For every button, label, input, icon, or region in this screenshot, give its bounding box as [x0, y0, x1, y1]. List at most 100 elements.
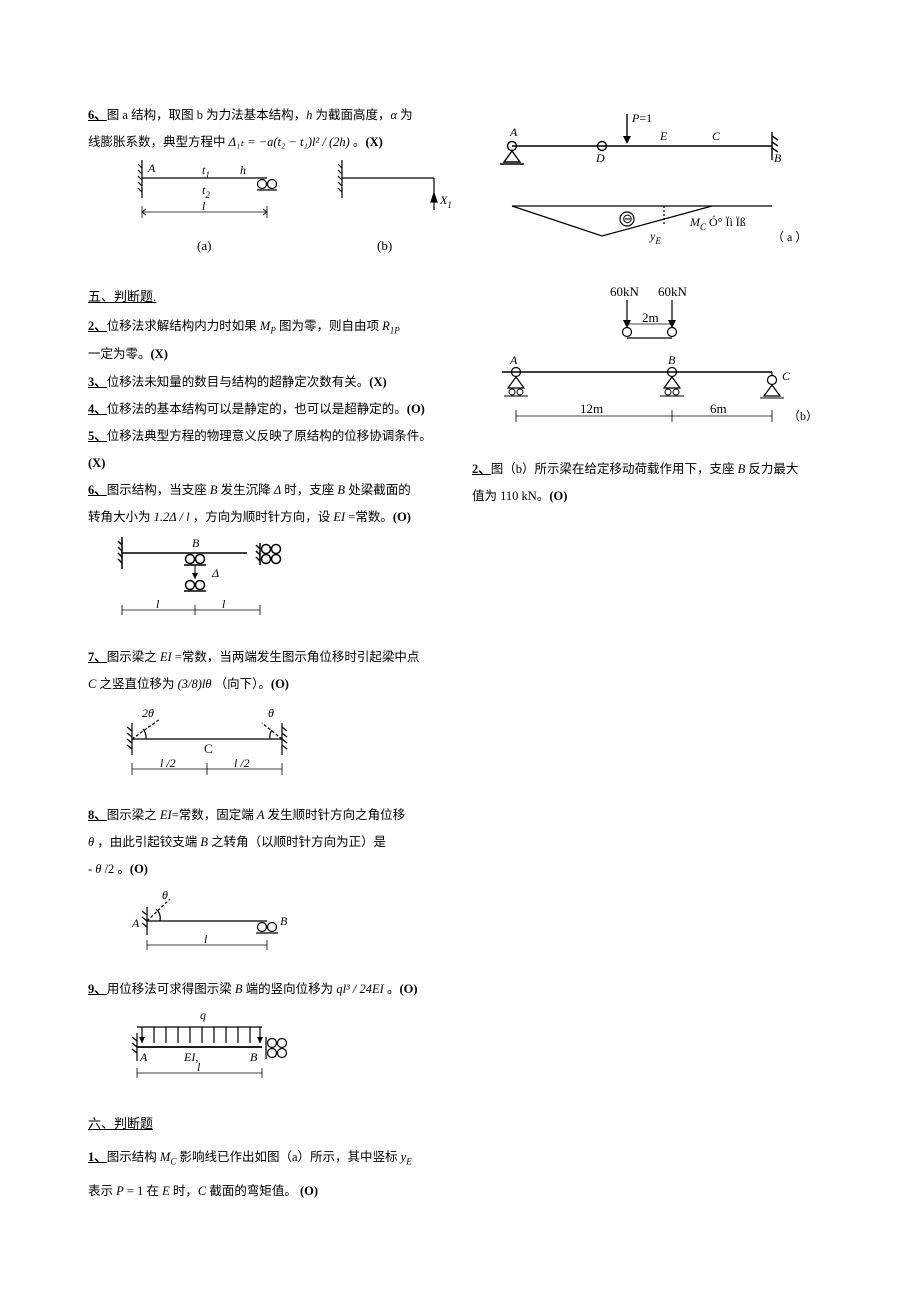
- figB-12m: 12m: [580, 401, 603, 416]
- q5-9-f: ql³ / 24EI: [336, 982, 384, 996]
- q5-2-num: 2、: [88, 319, 107, 333]
- q5-9: 9、用位移法可求得图示梁 B 端的竖向位移为 ql³ / 24EI 。(O): [88, 978, 448, 1001]
- fig1-X1s: 1: [447, 200, 452, 210]
- figB-6m: 6m: [710, 401, 727, 416]
- q6-1-s2: E: [406, 1157, 412, 1167]
- q5-8-B: B: [200, 835, 208, 849]
- fig1-l: l: [202, 199, 206, 213]
- fig4-th: θ: [162, 888, 168, 902]
- q6-num: 6、: [88, 108, 107, 122]
- figA-A: A: [509, 125, 518, 139]
- qr-2-num: 2、: [472, 462, 491, 476]
- figure-3: 2θ θ C l /2 l /2: [112, 703, 448, 788]
- q5-8-l2b: 之转角（以顺时针方向为正）是: [208, 835, 386, 849]
- fig4-l: l: [204, 932, 208, 946]
- figure-4: θ A B l: [112, 887, 448, 962]
- figB-B: B: [668, 353, 676, 367]
- q5-2-m: 图为零，则自由项: [276, 319, 382, 333]
- q6-t2: 为截面高度，: [312, 108, 390, 122]
- q5-6-B2: B: [337, 483, 345, 497]
- fig1-h: h: [240, 163, 246, 177]
- figA-cap: （ a ）: [772, 230, 807, 244]
- q5-8-num: 8、: [88, 808, 107, 822]
- q5-6-m2: 时，支座: [281, 483, 337, 497]
- q5-5-num: 5、: [88, 429, 107, 443]
- q5-6-f: 1.2Δ / l: [154, 510, 190, 524]
- section-5-title: 五、判断题.: [88, 286, 448, 305]
- qr-2-ans: (O): [549, 489, 567, 503]
- figure-2: B Δ l l: [112, 535, 448, 630]
- q5-8-t: 图示梁之: [107, 808, 160, 822]
- q5-8c: - θ /2 。(O): [88, 858, 448, 881]
- qr-2-t: 图（b）所示梁在给定移动荷载作用下，支座: [491, 462, 738, 476]
- q5-2-s2: 1P: [390, 326, 400, 336]
- q5-2-ans: (X): [151, 347, 168, 361]
- q5-7-l2b: 之竖直位移为: [96, 677, 177, 691]
- fig3-C: C: [204, 741, 213, 756]
- fig2-l1: l: [156, 597, 160, 611]
- figure-5: q A EI, B l: [112, 1007, 448, 1097]
- q5-7-EI: EI: [160, 650, 172, 664]
- q5-6-t: 图示结构，当支座: [107, 483, 210, 497]
- svg-text:P=1: P=1: [631, 111, 652, 125]
- figure-a-right: A P=1 E C B D ⊖ yE MC Ó° Ïì Ïß （ a ）: [472, 106, 832, 266]
- figB-60b: 60kN: [658, 284, 688, 299]
- q5-8-l3b: /2 。: [101, 862, 129, 876]
- qr-2b: 值为 110 kN。(O): [472, 485, 832, 508]
- fig5-q: q: [200, 1008, 206, 1022]
- figA-E: E: [659, 129, 668, 143]
- q6-1-E: E: [162, 1184, 170, 1198]
- figA-B: B: [774, 151, 782, 165]
- fig1-t2s: 2: [205, 190, 210, 200]
- fig2-l2: l: [222, 597, 226, 611]
- q6-1-v: M: [160, 1150, 170, 1164]
- q5-7-f: (3/8)lθ: [178, 677, 212, 691]
- svg-text:yE: yE: [649, 229, 661, 246]
- fig5-B: B: [250, 1050, 258, 1064]
- q5-2-l2: 一定为零。: [88, 347, 151, 361]
- figB-C: C: [782, 369, 791, 383]
- fig3-l2a: l /2: [160, 756, 176, 770]
- fig2-D: Δ: [211, 566, 219, 580]
- q5-2: 2、位移法求解结构内力时如果 MP 图为零，则自由项 R1P: [88, 315, 448, 339]
- q6-1: 1、图示结构 MC 影响线已作出如图（a）所示，其中竖标 yE: [88, 1146, 448, 1170]
- figB-60a: 60kN: [610, 284, 640, 299]
- q5-6b: 转角大小为 1.2Δ / l ，方向为顺时针方向，设 EI =常数。(O): [88, 506, 448, 529]
- fig4-B: B: [280, 914, 288, 928]
- q5-4-t: 位移法的基本结构可以是静定的，也可以是超静定的。: [107, 402, 407, 416]
- svg-text:MC Ó° Ïì Ïß: MC Ó° Ïì Ïß: [689, 215, 746, 232]
- q5-3-t: 位移法未知量的数目与结构的超静定次数有关。: [107, 375, 370, 389]
- q5-6-ans: (O): [393, 510, 411, 524]
- q5-5b: (X): [88, 452, 448, 475]
- q5-9-num: 9、: [88, 982, 107, 996]
- q5-8-ans: (O): [130, 862, 148, 876]
- q5-8-A: A: [257, 808, 265, 822]
- q5-7-ans: (O): [271, 677, 289, 691]
- q5-2-t: 位移法求解结构内力时如果: [107, 319, 260, 333]
- q5-3: 3、位移法未知量的数目与结构的超静定次数有关。(X): [88, 371, 448, 394]
- page: 6、图 a 结构，取图 b 为力法基本结构，h 为截面高度，α 为 线膨胀系数，…: [0, 0, 920, 1267]
- q6-1-m: 影响线已作出如图（a）所示，其中竖标: [176, 1150, 400, 1164]
- q5-5: 5、位移法典型方程的物理意义反映了原结构的位移协调条件。: [88, 425, 448, 448]
- q5-3-ans: (X): [369, 375, 386, 389]
- q6-1-l2b: = 1 在: [124, 1184, 162, 1198]
- q5-4-ans: (O): [407, 402, 425, 416]
- q5-8-m: =常数，固定端: [172, 808, 257, 822]
- q5-9-t2: 端的竖向位移为: [243, 982, 337, 996]
- q6-1-P: P: [116, 1184, 124, 1198]
- q5-9-B: B: [235, 982, 243, 996]
- q6-t1: 图 a 结构，取图 b 为力法基本结构，: [107, 108, 306, 122]
- fig3-t: θ: [268, 706, 274, 720]
- section-6-title: 六、判断题: [88, 1113, 448, 1132]
- figA-C: C: [712, 129, 721, 143]
- q5-8-EI: EI: [160, 808, 172, 822]
- figure-1: A t1 h t2 l X1 (a): [112, 160, 448, 270]
- q6-1-t: 图示结构: [107, 1150, 160, 1164]
- q5-7-m: =常数，当两端发生图示角位移时引起梁中点: [172, 650, 420, 664]
- figure-b-right: 60kN 60kN 2m: [472, 282, 832, 442]
- fig5-l: l: [197, 1060, 201, 1074]
- q6-1b: 表示 P = 1 在 E 时，C 截面的弯矩值。 (O): [88, 1180, 448, 1203]
- q5-7: 7、图示梁之 EI =常数，当两端发生图示角位移时引起梁中点: [88, 646, 448, 669]
- fig3-l2b: l /2: [234, 756, 250, 770]
- q6-1-ans: (O): [300, 1184, 318, 1198]
